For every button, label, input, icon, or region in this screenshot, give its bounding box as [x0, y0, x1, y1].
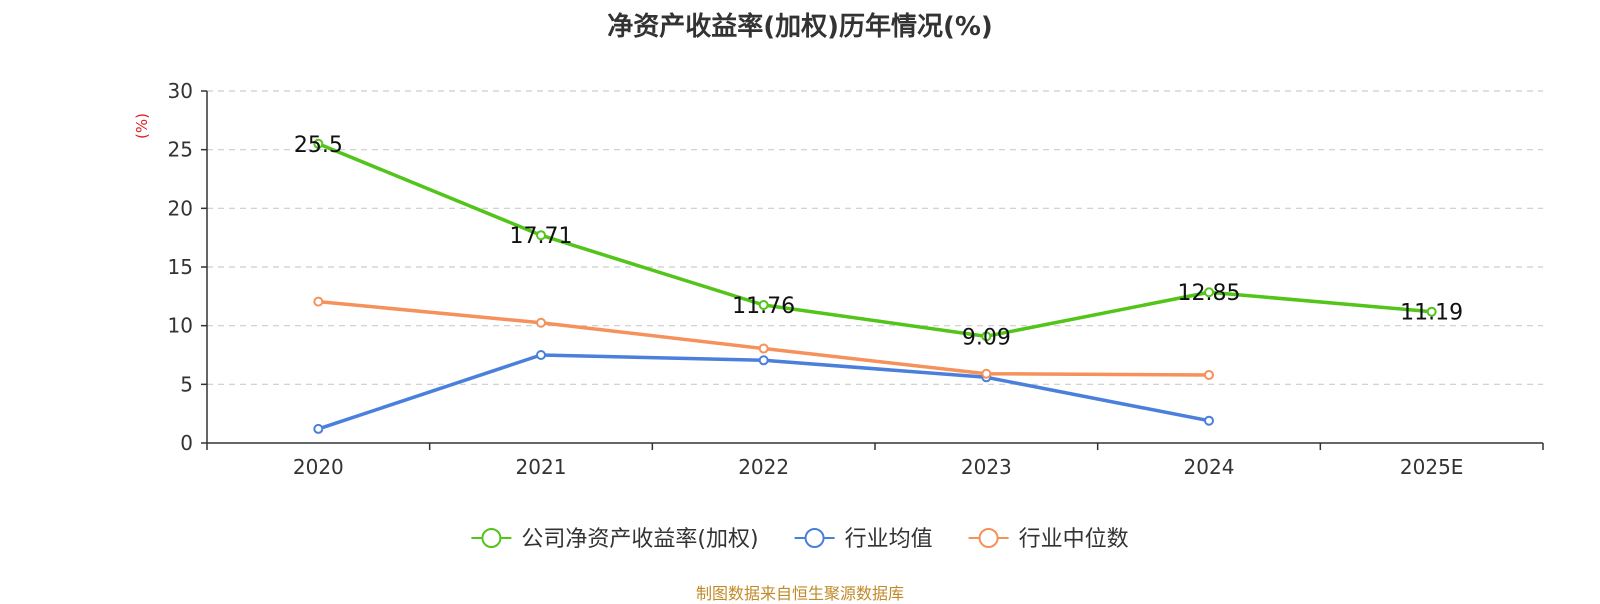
legend-label: 行业均值	[845, 527, 933, 552]
series-point-0	[758, 300, 769, 311]
y-tick-label: 20	[168, 196, 193, 220]
series-point-0	[1426, 306, 1437, 317]
x-tick-label: 2025E	[1400, 455, 1464, 479]
axes: 0 5 10 15 20 25 30 2020 2021 2022 2023 2024 2025E (%)	[133, 79, 1544, 479]
y-tick-label: 5	[180, 372, 193, 396]
series-point-2	[1204, 369, 1214, 380]
x-tick-label: 2024	[1184, 455, 1235, 479]
legend-item-1: 行业均值	[794, 527, 933, 552]
data-label: 17.71	[510, 224, 573, 249]
series-lines	[313, 138, 1437, 434]
series-point-2	[313, 296, 324, 307]
series-point-0	[313, 138, 324, 149]
y-tick-label: 25	[168, 138, 193, 162]
x-tick-label: 2021	[516, 455, 567, 479]
series-point-1	[1204, 415, 1214, 426]
data-label: 25.5	[294, 133, 343, 158]
legend-marker-icon	[978, 528, 999, 548]
series-point-2	[758, 343, 769, 354]
series-point-1	[536, 350, 546, 360]
data-label: 11.76	[732, 294, 795, 319]
y-tick-label: 15	[168, 255, 193, 279]
y-tick-label: 0	[180, 431, 193, 455]
y-axis-unit-label: (%)	[133, 113, 151, 139]
x-tick-label: 2023	[961, 455, 1012, 479]
series-point-1	[313, 423, 324, 434]
series-point-2	[981, 368, 992, 379]
series-point-1	[758, 355, 769, 366]
series-point-2	[536, 317, 546, 328]
data-label: 9.09	[962, 325, 1011, 350]
data-labels: 25.5 17.71 11.76 9.09 12.85 11.19	[294, 133, 1463, 351]
x-tick-label: 2020	[293, 455, 344, 479]
series-line-0	[316, 142, 1434, 339]
series-point-0	[1204, 287, 1214, 298]
data-label: 11.19	[1400, 301, 1463, 326]
series-point-0	[536, 230, 546, 241]
y-tick-label: 10	[168, 314, 193, 338]
legend-item-2: 行业中位数	[968, 527, 1129, 552]
legend-marker-icon	[804, 528, 825, 548]
x-tick-label: 2022	[738, 455, 789, 479]
legend: 公司净资产收益率(加权) 行业均值 行业中位数	[471, 527, 1129, 552]
legend-item-0: 公司净资产收益率(加权)	[471, 527, 759, 552]
data-label: 12.85	[1178, 281, 1241, 306]
series-line-1	[316, 353, 1211, 431]
legend-marker-icon	[481, 528, 502, 548]
legend-label: 公司净资产收益率(加权)	[521, 527, 758, 552]
source-note: 制图数据来自恒生聚源数据库	[695, 584, 904, 603]
grid-lines	[207, 90, 1543, 385]
series-point-0	[981, 331, 992, 342]
legend-label: 行业中位数	[1019, 527, 1129, 552]
y-tick-label: 30	[168, 79, 193, 103]
chart-title: 净资产收益率(加权)历年情况(%)	[607, 12, 993, 42]
